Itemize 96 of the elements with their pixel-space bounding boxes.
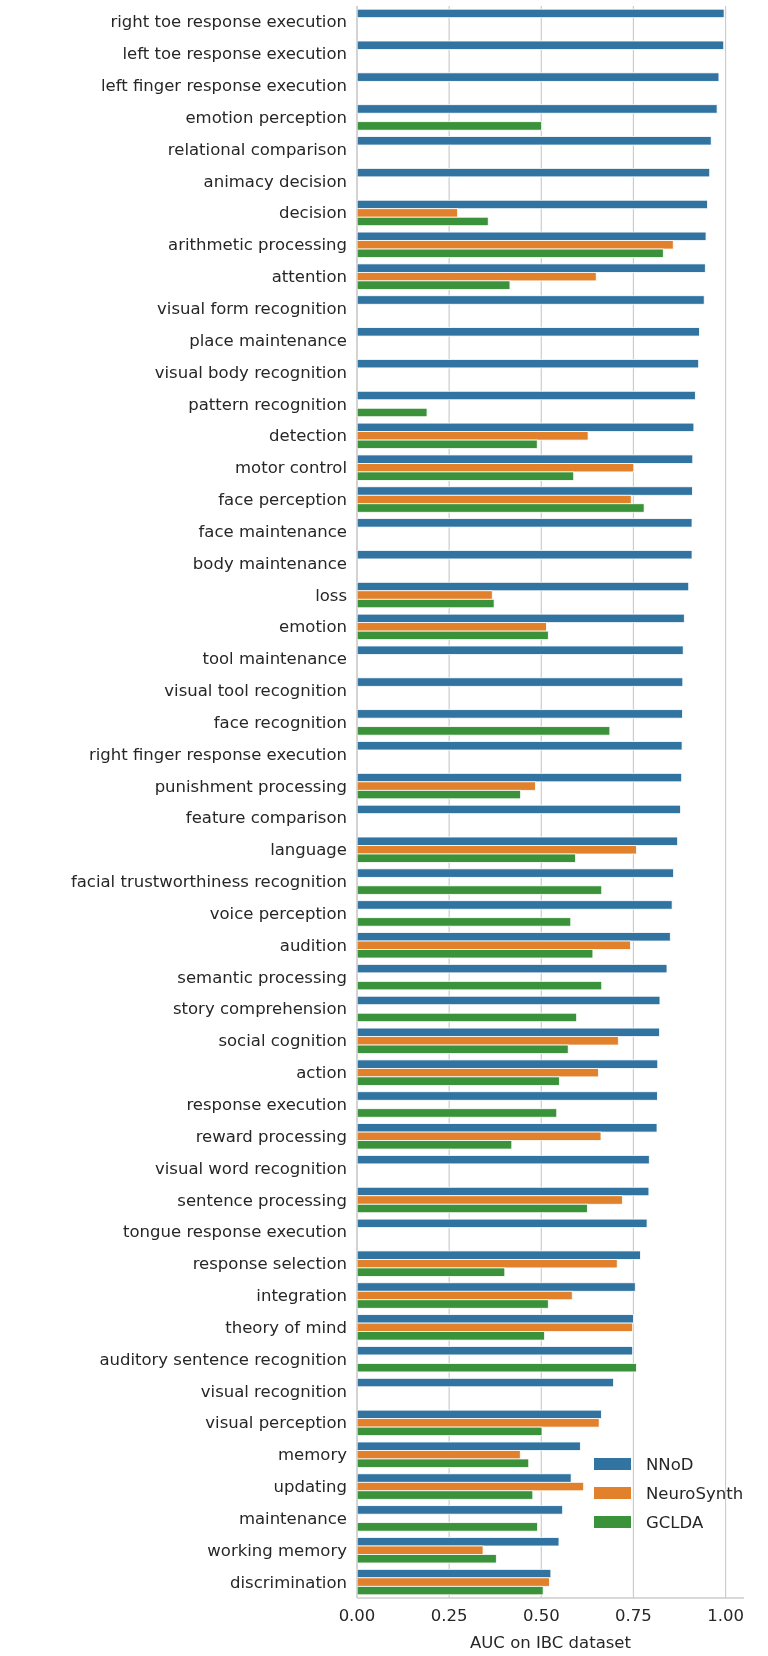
y-tick-label: face perception: [218, 490, 347, 510]
bar: [356, 121, 543, 131]
y-tick-label: updating: [273, 1477, 347, 1497]
y-tick-label: right finger response execution: [88, 744, 347, 764]
y-tick-label: tool maintenance: [202, 649, 347, 669]
y-tick-label: arithmetic processing: [168, 235, 347, 255]
y-tick-label: sentence processing: [177, 1190, 347, 1210]
y-tick-label: place maintenance: [189, 330, 347, 350]
y-tick-label: language: [270, 840, 347, 860]
y-tick-label: left finger response execution: [100, 76, 347, 96]
bar: [356, 1377, 614, 1388]
y-tick-label: right toe response execution: [110, 12, 347, 32]
y-tick-label: visual perception: [205, 1413, 347, 1433]
y-tick-label: maintenance: [238, 1508, 347, 1528]
y-tick-label: facial trustworthiness recognition: [70, 872, 347, 892]
y-tick-label: decision: [278, 203, 347, 223]
y-tick-label: working memory: [207, 1540, 348, 1560]
bar: [356, 1505, 564, 1515]
y-tick-label: audition: [279, 935, 347, 955]
y-tick-label: visual tool recognition: [164, 681, 347, 701]
bar: [356, 1155, 650, 1165]
bar: [356, 804, 682, 815]
y-tick-label: voice perception: [209, 903, 347, 923]
bar: [356, 136, 712, 146]
bar: [356, 1108, 558, 1118]
bar: [356, 8, 725, 19]
y-tick-label: punishment processing: [154, 776, 347, 796]
y-tick-label: animacy decision: [203, 171, 347, 191]
x-tick-label: 1.00: [707, 1606, 744, 1625]
bar: [356, 390, 696, 401]
bar: [356, 963, 668, 974]
bar: [356, 1012, 578, 1023]
bar: [356, 995, 661, 1006]
y-tick-label: feature comparison: [185, 808, 347, 828]
y-tick-label: semantic processing: [177, 967, 347, 987]
legend-label: GCLDA: [646, 1512, 704, 1532]
bar: [356, 1091, 658, 1101]
y-tick-label: relational comparison: [167, 139, 347, 159]
bar: [356, 677, 684, 687]
y-tick-label: body maintenance: [192, 553, 347, 573]
y-tick-label: memory: [278, 1445, 348, 1465]
bar: [356, 167, 711, 178]
bar: [356, 327, 700, 337]
bar: [356, 295, 705, 305]
y-tick-label: tongue response execution: [123, 1222, 347, 1242]
y-tick-label: auditory sentence recognition: [99, 1349, 347, 1369]
bar: [356, 1363, 637, 1373]
bar: [356, 1218, 648, 1228]
legend-label: NNoD: [646, 1454, 694, 1474]
bar: [356, 1346, 634, 1356]
y-tick-label: face maintenance: [198, 521, 347, 541]
bar: [356, 407, 428, 418]
x-tick-label: 0.75: [615, 1606, 652, 1625]
y-tick-label: response selection: [192, 1254, 347, 1274]
y-tick-label: discrimination: [230, 1572, 347, 1592]
y-tick-label: theory of mind: [225, 1317, 347, 1337]
bar: [356, 40, 725, 50]
y-tick-label: action: [296, 1063, 347, 1083]
x-tick-label: 0.25: [430, 1606, 468, 1625]
y-tick-label: emotion: [279, 617, 347, 637]
y-tick-label: left toe response execution: [122, 44, 347, 64]
y-tick-label: detection: [269, 426, 347, 446]
y-tick-label: visual body recognition: [154, 362, 347, 382]
bar: [356, 885, 603, 895]
bar: [356, 550, 693, 560]
y-tick-label: visual recognition: [200, 1381, 347, 1401]
bar: [356, 1522, 538, 1532]
bar: [356, 726, 611, 736]
bar: [356, 868, 674, 878]
y-tick-label: pattern recognition: [188, 394, 347, 414]
bar: [356, 900, 673, 910]
y-tick-label: attention: [271, 267, 347, 287]
y-tick-label: motor control: [235, 458, 347, 478]
bar: [356, 741, 683, 751]
bar: [356, 980, 603, 991]
y-tick-label: visual word recognition: [154, 1158, 347, 1178]
y-tick-label: response execution: [186, 1094, 347, 1114]
bar: [356, 518, 693, 528]
y-tick-label: social cognition: [218, 1031, 347, 1051]
y-tick-label: reward processing: [195, 1126, 347, 1146]
x-tick-label: 0.50: [522, 1606, 560, 1625]
y-tick-label: story comprehension: [172, 999, 347, 1019]
bar: [356, 709, 683, 719]
y-tick-label: face recognition: [213, 712, 347, 732]
bar: [356, 917, 572, 927]
bar: [356, 104, 718, 114]
y-tick-label: integration: [256, 1286, 347, 1306]
y-tick-label: visual form recognition: [157, 298, 347, 318]
legend-label: NeuroSynth: [646, 1483, 744, 1503]
bar: [356, 645, 684, 655]
y-tick-label: emotion perception: [185, 107, 347, 127]
bar: [356, 72, 720, 82]
x-tick-label: 0.00: [338, 1606, 376, 1625]
bar: [356, 359, 700, 369]
x-axis-title: AUC on IBC dataset: [470, 1633, 632, 1652]
y-tick-label: loss: [315, 585, 347, 605]
